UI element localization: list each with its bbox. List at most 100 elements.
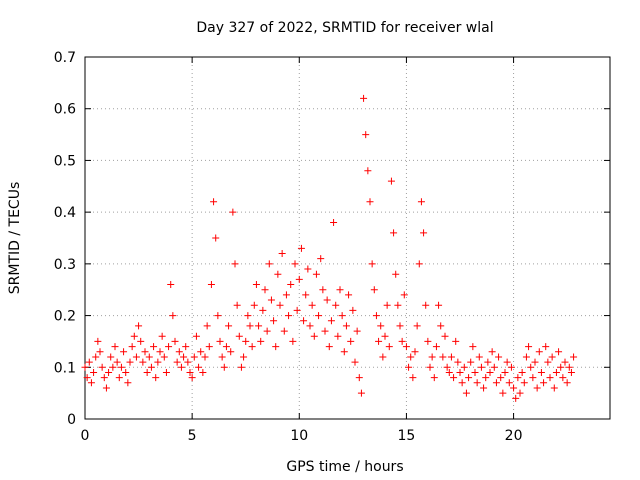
data-point xyxy=(120,348,128,356)
data-point xyxy=(488,348,496,356)
axis-ticks xyxy=(84,56,610,420)
data-point xyxy=(405,363,413,371)
y-tick-label: 0.3 xyxy=(54,257,76,273)
data-point xyxy=(377,322,385,330)
data-point xyxy=(90,368,98,376)
data-point xyxy=(218,353,226,361)
data-point xyxy=(497,374,505,382)
data-point xyxy=(186,368,194,376)
data-point xyxy=(240,353,248,361)
data-point xyxy=(518,368,526,376)
data-point xyxy=(98,363,106,371)
data-point xyxy=(540,379,548,387)
data-point xyxy=(115,374,123,382)
data-point xyxy=(415,260,423,268)
data-point xyxy=(407,353,415,361)
data-point xyxy=(525,343,533,351)
data-point xyxy=(158,332,166,340)
data-point xyxy=(156,348,164,356)
data-point xyxy=(435,301,443,309)
data-point xyxy=(443,363,451,371)
data-point xyxy=(514,374,522,382)
data-point xyxy=(190,353,198,361)
data-point xyxy=(336,286,344,294)
x-axis-label: GPS time / hours xyxy=(286,459,403,475)
data-point xyxy=(357,389,365,397)
data-point xyxy=(450,374,458,382)
data-point xyxy=(177,363,185,371)
x-tick-label: 15 xyxy=(398,428,416,444)
data-point xyxy=(222,343,230,351)
data-point xyxy=(338,312,346,320)
data-point xyxy=(132,353,140,361)
data-point xyxy=(330,218,338,226)
data-point xyxy=(199,368,207,376)
data-point xyxy=(531,358,539,366)
data-point xyxy=(124,379,132,387)
data-point xyxy=(203,322,211,330)
data-point xyxy=(180,353,188,361)
data-point xyxy=(126,358,134,366)
data-point xyxy=(274,270,282,278)
data-point xyxy=(537,368,545,376)
data-point xyxy=(420,229,428,237)
data-point xyxy=(409,374,417,382)
data-point xyxy=(385,343,393,351)
y-tick-label: 0 xyxy=(67,412,76,428)
data-point xyxy=(139,358,147,366)
data-point xyxy=(383,301,391,309)
data-point xyxy=(422,301,430,309)
data-point xyxy=(387,177,395,185)
data-point xyxy=(413,322,421,330)
data-point xyxy=(261,286,269,294)
data-point xyxy=(522,353,530,361)
data-point xyxy=(349,306,357,314)
data-point xyxy=(342,322,350,330)
y-axis-label: SRMTID / TECUs xyxy=(7,182,23,295)
data-point xyxy=(529,374,537,382)
data-point xyxy=(475,353,483,361)
data-point xyxy=(396,322,404,330)
data-point xyxy=(225,322,233,330)
data-point xyxy=(227,348,235,356)
data-point xyxy=(289,337,297,345)
data-point xyxy=(499,389,507,397)
data-point xyxy=(276,301,284,309)
data-point xyxy=(255,322,263,330)
data-point xyxy=(173,358,181,366)
data-point xyxy=(252,281,260,289)
data-point xyxy=(154,358,162,366)
x-tick-label: 5 xyxy=(188,428,197,444)
data-point xyxy=(561,358,569,366)
data-point xyxy=(544,358,552,366)
data-point xyxy=(552,368,560,376)
data-point xyxy=(381,332,389,340)
data-point xyxy=(169,312,177,320)
data-point xyxy=(295,275,303,283)
plot-frame xyxy=(84,56,611,420)
data-point xyxy=(437,322,445,330)
data-point xyxy=(182,343,190,351)
data-point xyxy=(460,363,468,371)
data-point xyxy=(195,363,203,371)
data-point xyxy=(147,363,155,371)
data-point xyxy=(244,312,252,320)
y-tick-label: 0.7 xyxy=(54,50,76,66)
data-point xyxy=(411,348,419,356)
data-point xyxy=(533,384,541,392)
data-point xyxy=(321,327,329,335)
data-point xyxy=(570,353,578,361)
data-point xyxy=(248,343,256,351)
data-point xyxy=(122,368,130,376)
data-point xyxy=(210,198,218,206)
data-point xyxy=(109,363,117,371)
data-point xyxy=(462,389,470,397)
data-point xyxy=(280,327,288,335)
data-point xyxy=(355,374,363,382)
data-point xyxy=(375,337,383,345)
data-point xyxy=(542,343,550,351)
y-tick-label: 0.5 xyxy=(54,153,76,169)
data-point xyxy=(165,343,173,351)
data-point xyxy=(507,363,515,371)
